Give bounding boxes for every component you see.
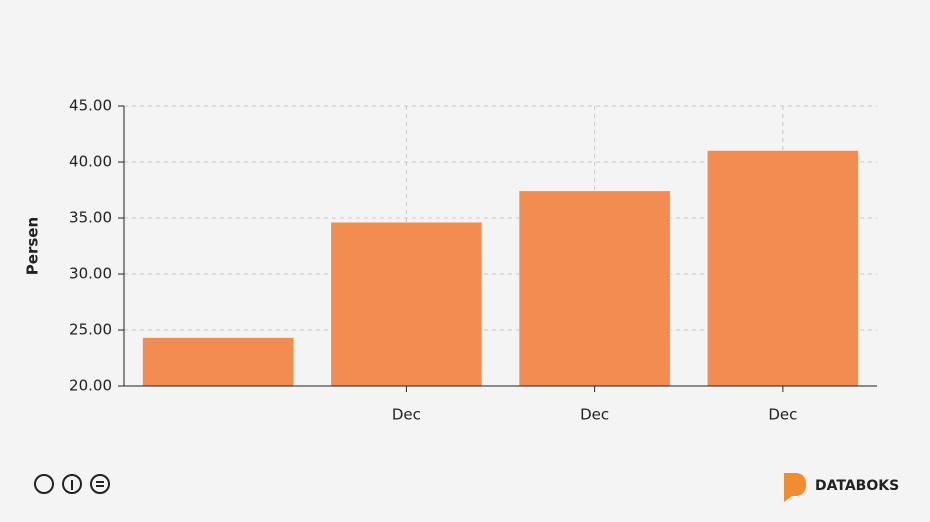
brand-name: DATABOKS: [815, 478, 899, 494]
y-tick-label: 20.00: [69, 377, 112, 395]
bar: [331, 222, 482, 386]
y-tick-label: 25.00: [69, 321, 112, 339]
y-tick-label: 45.00: [69, 97, 112, 115]
license-icons: [34, 474, 110, 494]
x-tick-label: Dec: [580, 406, 609, 424]
bar: [142, 337, 294, 386]
bar: [519, 191, 670, 386]
brand-logo: [784, 473, 806, 502]
y-axis-label: Persen: [24, 217, 42, 275]
x-tick-label: Dec: [768, 406, 797, 424]
y-tick-label: 40.00: [69, 153, 112, 171]
y-tick-label: 35.00: [69, 209, 112, 227]
bar: [707, 150, 859, 386]
x-tick-label: Dec: [392, 406, 421, 424]
y-tick-label: 30.00: [69, 265, 112, 283]
